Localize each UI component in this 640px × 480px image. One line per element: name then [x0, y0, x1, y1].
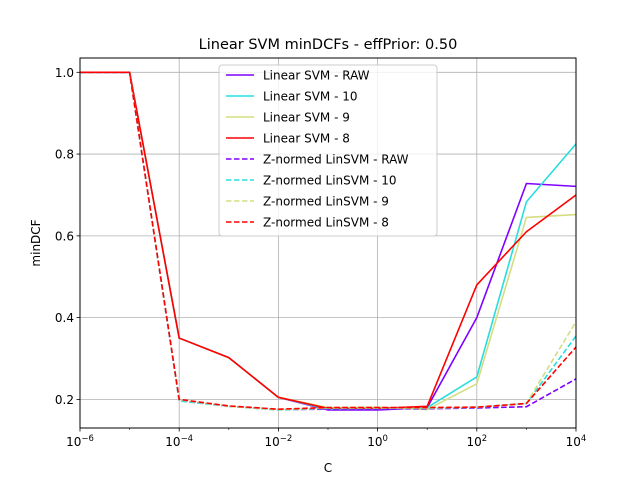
x-tick-label: 10−4 [165, 434, 193, 449]
series-lines [80, 71, 577, 411]
y-tick-label: 0.8 [55, 148, 74, 162]
legend-label: Linear SVM - 10 [263, 90, 358, 104]
x-tick-label: 100 [367, 434, 388, 449]
y-tick-label: 0.4 [55, 311, 74, 325]
legend-label: Z-normed LinSVM - 8 [263, 216, 389, 230]
legend-box [218, 64, 438, 237]
legend-label: Linear SVM - RAW [263, 69, 370, 83]
x-tick-label: 104 [566, 434, 587, 449]
y-axis-ticks: 0.2 0.4 0.6 0.8 1.0 [55, 66, 80, 407]
y-tick-label: 1.0 [55, 66, 74, 80]
y-tick-label: 0.2 [55, 393, 74, 407]
series-line-z-normed-linsvm-raw [80, 71, 577, 411]
x-axis-ticks: 10−6 10−4 10−2 100 102 104 [66, 428, 586, 449]
y-tick-label: 0.6 [55, 229, 74, 243]
y-axis-label: minDCF [29, 219, 43, 266]
x-axis-label: C [324, 461, 332, 475]
x-tick-label: 102 [466, 434, 487, 449]
chart-title: Linear SVM minDCFs - effPrior: 0.50 [199, 37, 458, 53]
legend-label: Z-normed LinSVM - 9 [263, 195, 389, 209]
x-tick-label: 10−6 [66, 434, 94, 449]
legend-label: Z-normed LinSVM - RAW [263, 153, 409, 167]
x-tick-label: 10−2 [264, 434, 292, 449]
legend-label: Linear SVM - 9 [263, 111, 350, 125]
legend: Linear SVM - RAW Linear SVM - 10 Linear SV… [218, 64, 438, 237]
series-line-z-normed-linsvm-8 [80, 71, 577, 410]
legend-label: Linear SVM - 8 [263, 132, 350, 146]
legend-label: Z-normed LinSVM - 10 [263, 174, 397, 188]
